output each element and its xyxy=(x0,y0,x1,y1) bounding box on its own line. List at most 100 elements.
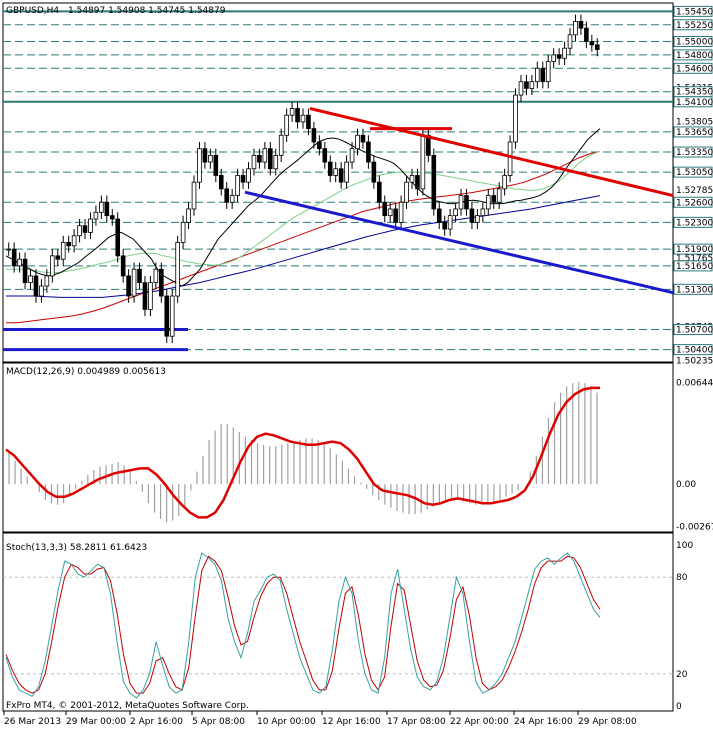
time-tick-label: 24 Apr 16:00 xyxy=(514,717,573,727)
candle-body xyxy=(257,154,262,163)
price-tick-label: 1.53805 xyxy=(676,118,713,128)
candle-body xyxy=(485,195,491,210)
candle-body xyxy=(338,168,344,183)
candle-body xyxy=(502,175,507,190)
copyright-footer: FxPro MT4, © 2001-2012, MetaQuotes Softw… xyxy=(6,701,249,711)
time-tick-label: 2 Apr 16:00 xyxy=(130,717,183,727)
candle-body xyxy=(436,208,442,223)
candle-body xyxy=(387,208,393,217)
candle-body xyxy=(66,242,71,247)
candle-body xyxy=(131,268,137,297)
candle-body xyxy=(169,295,175,337)
candle-body xyxy=(480,208,486,217)
candle-body xyxy=(355,134,360,150)
time-tick-label: 26 Mar 2013 xyxy=(4,717,61,727)
trend-lines[interactable] xyxy=(244,107,674,295)
candle-body xyxy=(115,218,121,257)
macd-signal-line xyxy=(5,386,600,519)
candle-body xyxy=(88,218,93,233)
candle-body xyxy=(589,41,595,46)
candle-body xyxy=(518,81,524,96)
stoch-tick-label: 20 xyxy=(676,670,688,680)
time-axis: 26 Mar 2013 29 Mar 00:00 2 Apr 16:00 5 Apr … xyxy=(3,711,637,727)
price-tick-label: 1.54100 xyxy=(676,98,713,108)
price-tick-label: 1.52600 xyxy=(676,198,713,208)
candle-body xyxy=(202,148,208,163)
price-tick-label: 1.50700 xyxy=(676,326,713,336)
candle-body xyxy=(573,21,578,36)
price-tick-label: 1.53650 xyxy=(676,128,713,138)
time-tick-label: 5 Apr 08:00 xyxy=(192,717,245,727)
candle-body xyxy=(295,108,300,123)
candle-body xyxy=(284,114,289,136)
price-tick-label: 1.54350 xyxy=(676,88,713,98)
macd-tick-label: 0.00 xyxy=(676,480,696,490)
candle-body xyxy=(447,215,453,230)
price-tick-label: 1.50400 xyxy=(676,346,713,356)
candle-body xyxy=(77,225,82,237)
candle-body xyxy=(208,154,213,163)
blue-trend-line xyxy=(244,190,674,295)
macd-panel-frame xyxy=(2,362,674,533)
candle-body xyxy=(567,34,573,49)
candle-body xyxy=(93,211,99,220)
candle-body xyxy=(529,81,535,89)
price-tick-label: 1.52300 xyxy=(676,218,713,228)
macd-indicator xyxy=(5,381,600,523)
stoch-axis: 100 80 20 0 xyxy=(676,541,693,712)
candle-body xyxy=(398,201,404,223)
ma-blue-line xyxy=(6,195,601,298)
price-levels xyxy=(3,10,673,352)
ma-fast-line xyxy=(5,128,601,287)
level-label-box xyxy=(673,126,713,138)
level-label-box xyxy=(673,5,713,17)
candle-body xyxy=(409,175,415,183)
candle-body xyxy=(415,175,420,190)
level-label-box xyxy=(673,96,713,108)
candle-body xyxy=(180,221,186,243)
time-tick-label: 22 Apr 00:00 xyxy=(450,717,509,727)
candle-body xyxy=(306,114,311,129)
candle-body xyxy=(311,128,317,143)
candle-body xyxy=(551,54,556,63)
candle-body xyxy=(104,201,110,217)
candle-body xyxy=(50,255,55,277)
candle-body xyxy=(404,181,409,203)
candle-body xyxy=(82,225,88,233)
candle-body xyxy=(507,141,513,176)
candle-body xyxy=(278,134,284,156)
macd-tick-label: 0.006448 xyxy=(676,378,713,388)
level-label-box xyxy=(673,62,713,74)
level-label-box xyxy=(673,344,713,356)
level-label-box xyxy=(673,146,713,158)
candle-body xyxy=(218,175,224,190)
candle-body xyxy=(126,275,131,297)
price-tick-label: 1.54600 xyxy=(676,64,713,74)
candle-body xyxy=(578,21,584,29)
candle-body xyxy=(360,134,366,143)
level-label-box xyxy=(673,196,713,208)
ma-red-line xyxy=(6,150,601,324)
price-tick-label: 1.54800 xyxy=(676,51,713,61)
price-candles xyxy=(6,14,600,343)
candle-body xyxy=(545,61,551,83)
candle-body xyxy=(349,148,355,163)
candle-body xyxy=(458,195,464,210)
stoch-tick-label: 100 xyxy=(676,541,693,551)
macd-tick-label: -0.00267 xyxy=(676,522,713,532)
level-label-box xyxy=(673,166,713,178)
candle-body xyxy=(71,235,77,247)
price-tick-label: 1.53350 xyxy=(676,148,713,158)
candle-body xyxy=(556,54,562,59)
candle-body xyxy=(235,175,240,196)
candle-body xyxy=(240,175,246,183)
candle-body xyxy=(6,248,12,251)
candle-body xyxy=(376,181,382,203)
time-tick-label: 29 Apr 08:00 xyxy=(578,717,637,727)
candle-body xyxy=(426,134,431,156)
candle-body xyxy=(22,258,28,284)
candle-body xyxy=(164,295,170,337)
price-tick-label: 1.55000 xyxy=(676,38,713,48)
candle-body xyxy=(142,282,148,310)
